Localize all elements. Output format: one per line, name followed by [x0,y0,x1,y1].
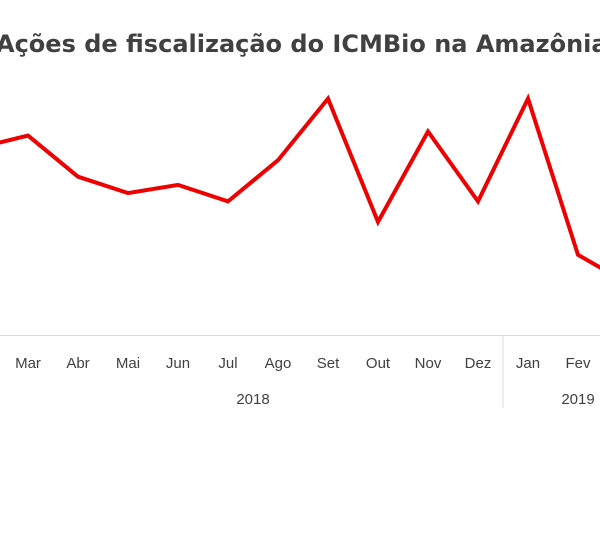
x-tick-label: Jan [516,355,540,372]
x-tick-label: Nov [415,355,442,372]
x-tick-label: Jun [166,355,190,372]
x-tick-label: Ago [265,355,292,372]
chart-title: Ações de fiscalização do ICMBio na Amazô… [0,30,600,58]
x-tick-label: Mar [15,355,41,372]
x-tick-label: Mai [116,355,140,372]
year-label: 2018 [236,391,269,408]
year-layer: 2018 2019 [236,336,595,408]
x-tick-label: Abr [66,355,89,372]
x-tick-label: Dez [465,355,492,372]
x-tick-label: Fev [565,355,591,372]
year-label: 2019 [561,391,594,408]
line-layer [0,93,600,270]
series-line [0,93,600,270]
tick-layer: Mar Abr Mai Jun Jul Ago Set Out Nov Dez Jan Fev [15,355,591,372]
x-tick-label: Jul [218,355,237,372]
x-tick-label: Set [317,355,340,372]
x-tick-label: Out [366,355,391,372]
